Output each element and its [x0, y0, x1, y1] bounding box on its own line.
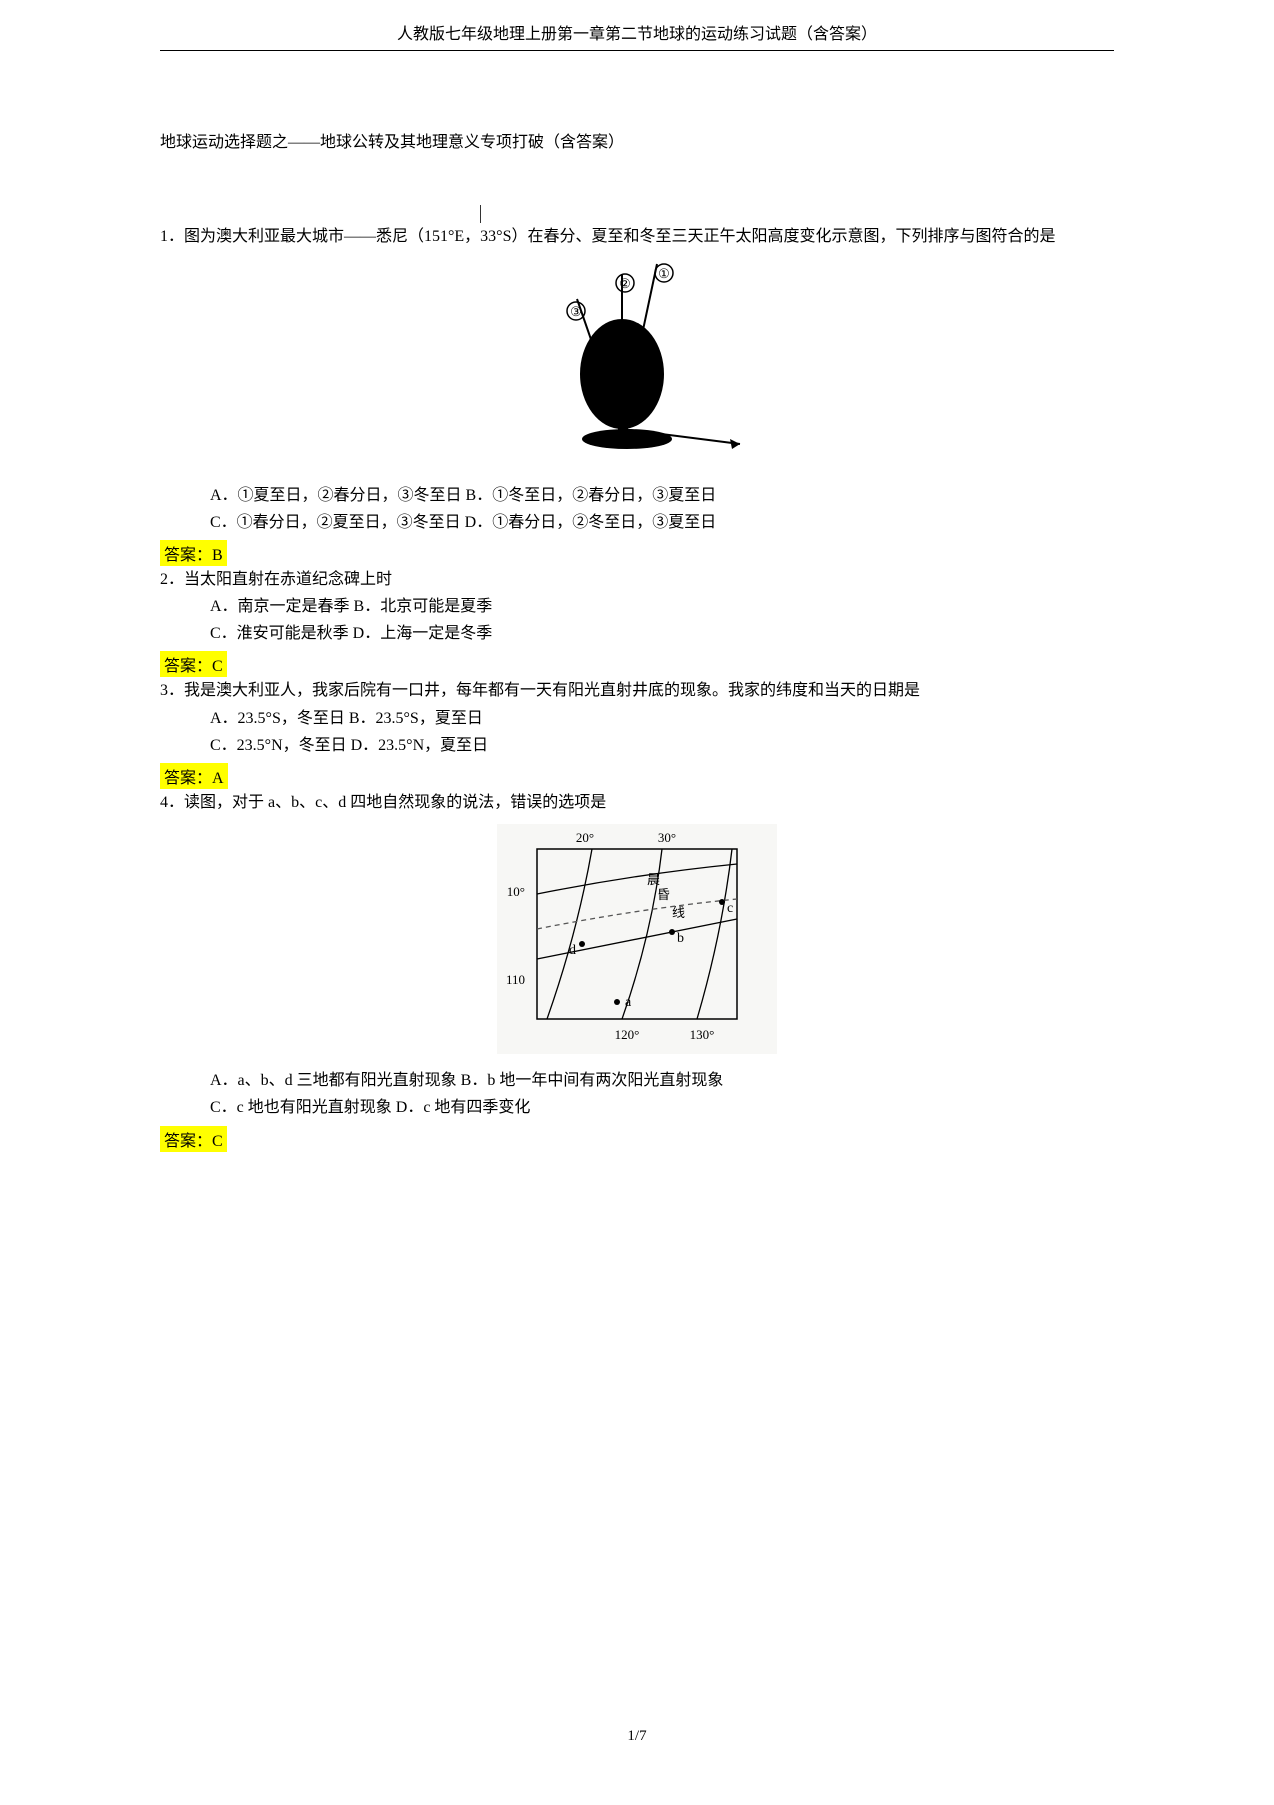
page-number: 1/7	[0, 1728, 1274, 1745]
label-3: ③	[570, 304, 582, 319]
annotation-3: 线	[672, 905, 685, 920]
q2-stem: 2．当太阳直射在赤道纪念碑上时	[160, 566, 1114, 593]
q3-options-2: C．23.5°N，冬至日 D．23.5°N，夏至日	[210, 732, 1114, 759]
q4-stem: 4．读图，对于 a、b、c、d 四地自然现象的说法，错误的选项是	[160, 789, 1114, 816]
pt-b: b	[677, 931, 684, 946]
question-3: 3．我是澳大利亚人，我家后院有一口井，每年都有一天有阳光直射井底的现象。我家的纬…	[160, 677, 1114, 759]
q2-options-1: A．南京一定是春季 B．北京可能是夏季	[210, 593, 1114, 620]
annotation-2: 昏	[657, 887, 670, 902]
page-header: 人教版七年级地理上册第一章第二节地球的运动练习试题（含答案）	[160, 20, 1114, 51]
axlbl-tr: 30°	[658, 830, 676, 845]
axlbl-br: 130°	[690, 1027, 715, 1042]
pt-c: c	[727, 901, 733, 916]
tree-sun-angle-diagram: ① ② ③	[522, 259, 752, 469]
q4-options-1: A．a、b、d 三地都有阳光直射现象 B．b 地一年中间有两次阳光直射现象	[210, 1067, 1114, 1094]
q1-stem: 1．图为澳大利亚最大城市——悉尼（151°E，33°S）在春分、夏至和冬至三天正…	[160, 223, 1114, 250]
annotation-1: 晨	[647, 872, 660, 887]
cursor-line	[160, 205, 1114, 223]
label-1: ①	[658, 266, 670, 281]
q1-options-1: A．①夏至日，②春分日，③冬至日 B．①冬至日，②春分日，③夏至日	[210, 482, 1114, 509]
q3-stem: 3．我是澳大利亚人，我家后院有一口井，每年都有一天有阳光直射井底的现象。我家的纬…	[160, 677, 1114, 704]
label-2: ②	[619, 276, 631, 291]
axlbl-lb: 110	[506, 972, 525, 987]
q1-figure: ① ② ③	[160, 259, 1114, 474]
document-page: 人教版七年级地理上册第一章第二节地球的运动练习试题（含答案） 地球运动选择题之—…	[0, 0, 1274, 1805]
q3-answer: 答案：A	[160, 763, 228, 789]
q4-options-2: C．c 地也有阳光直射现象 D．c 地有四季变化	[210, 1094, 1114, 1121]
q4-answer: 答案：C	[160, 1126, 227, 1152]
q1-answer: 答案：B	[160, 540, 227, 566]
axlbl-lt: 10°	[507, 884, 525, 899]
q4-figure: a b c d 晨 昏 线 20° 30° 10° 110 120°	[160, 824, 1114, 1059]
q2-answer: 答案：C	[160, 651, 227, 677]
q3-options-1: A．23.5°S，冬至日 B．23.5°S，夏至日	[210, 705, 1114, 732]
axlbl-tl: 20°	[576, 830, 594, 845]
question-4: 4．读图，对于 a、b、c、d 四地自然现象的说法，错误的选项是	[160, 789, 1114, 1122]
question-2: 2．当太阳直射在赤道纪念碑上时 A．南京一定是春季 B．北京可能是夏季 C．淮安…	[160, 566, 1114, 648]
section-title: 地球运动选择题之——地球公转及其地理意义专项打破（含答案）	[160, 131, 1114, 155]
pt-a: a	[625, 995, 632, 1010]
q1-options-2: C．①春分日，②夏至日，③冬至日 D．①春分日，②冬至日，③夏至日	[210, 509, 1114, 536]
question-1: 1．图为澳大利亚最大城市——悉尼（151°E，33°S）在春分、夏至和冬至三天正…	[160, 223, 1114, 536]
pt-d: d	[569, 943, 576, 958]
axlbl-bl: 120°	[615, 1027, 640, 1042]
map-grid-diagram: a b c d 晨 昏 线 20° 30° 10° 110 120°	[497, 824, 777, 1054]
q2-options-2: C．淮安可能是秋季 D．上海一定是冬季	[210, 620, 1114, 647]
